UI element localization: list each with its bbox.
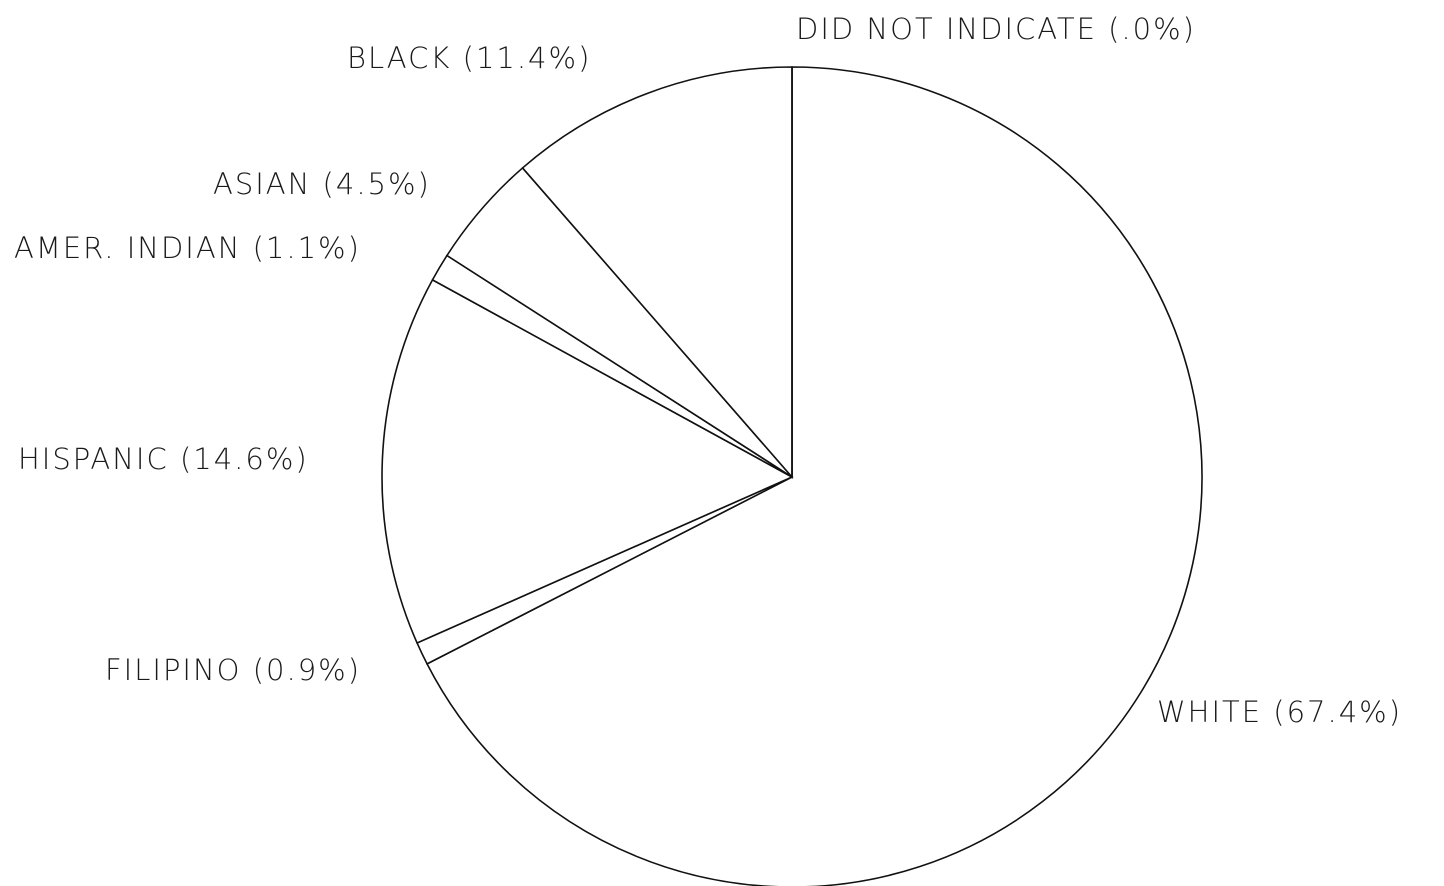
- slice-label-asian: ASIAN (4.5%): [213, 167, 431, 201]
- slice-label-white: WHITE (67.4%): [1157, 695, 1402, 729]
- slice-label-filipino: FILIPINO (0.9%): [105, 653, 361, 687]
- pie-labels: WHITE (67.4%) FILIPINO (0.9%) HISPANIC (14…: [14, 12, 1402, 729]
- slice-label-amer-indian: AMER. INDIAN (1.1%): [14, 231, 361, 265]
- pie-slices: [381, 66, 1203, 886]
- pie-slice-hispanic: [381, 278, 794, 644]
- pie-slice-black: [521, 66, 793, 480]
- pie-slice-white: [425, 66, 1203, 886]
- slice-label-black: BLACK (11.4%): [347, 41, 591, 75]
- slice-label-did-not-indicate: DID NOT INDICATE (.0%): [796, 12, 1196, 46]
- slice-label-hispanic: HISPANIC (14.6%): [18, 442, 309, 476]
